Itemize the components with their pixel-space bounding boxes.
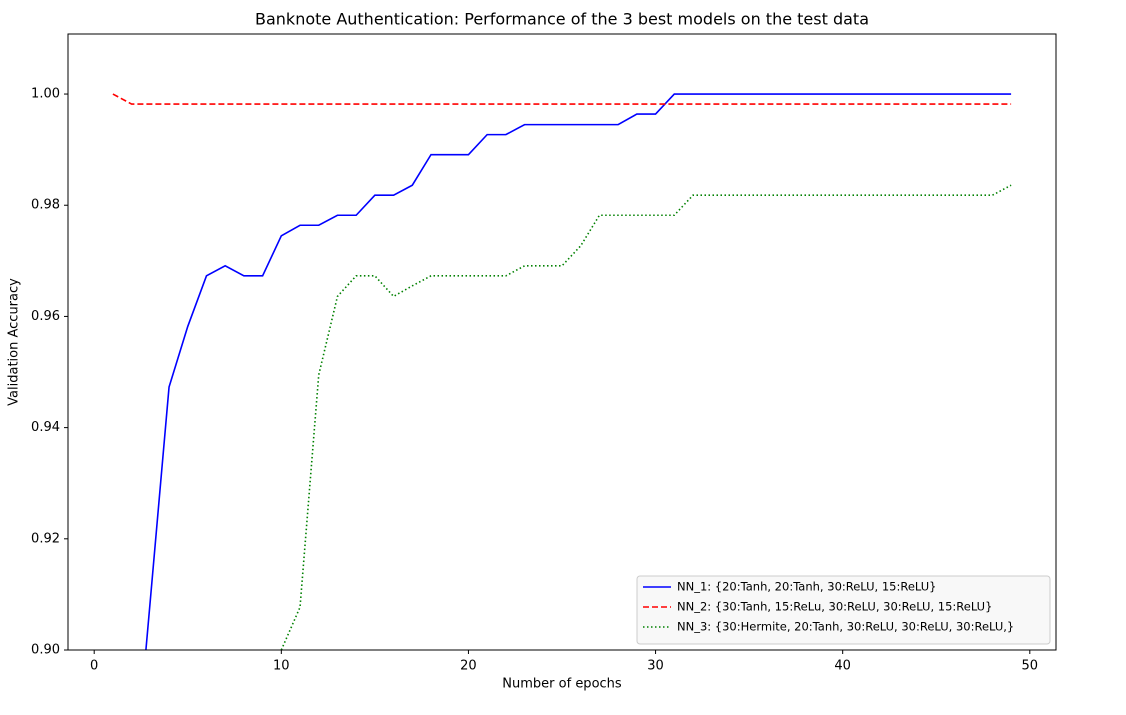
series-line <box>280 184 1012 650</box>
legend-label: NN_1: {20:Tanh, 20:Tanh, 30:ReLU, 15:ReL… <box>677 580 937 594</box>
legend-label: NN_2: {30:Tanh, 15:ReLu, 30:ReLU, 30:ReL… <box>677 600 992 614</box>
chart-title: Banknote Authentication: Performance of … <box>255 10 869 29</box>
y-tick-label: 0.98 <box>31 198 60 213</box>
y-tick-label: 1.00 <box>31 87 60 102</box>
x-axis-label: Number of epochs <box>502 677 622 692</box>
y-tick-label: 0.90 <box>31 643 60 658</box>
x-tick-label: 50 <box>1022 659 1039 674</box>
legend-box <box>636 575 1051 645</box>
legend-label: NN_3: {30:Hermite, 20:Tanh, 30:ReLU, 30:… <box>677 620 1014 634</box>
x-tick-label: 40 <box>834 659 851 674</box>
y-tick-label: 0.92 <box>31 531 60 546</box>
x-tick-label: 30 <box>647 659 664 674</box>
plot-frame <box>67 33 1057 651</box>
legend: NN_1: {20:Tanh, 20:Tanh, 30:ReLU, 15:ReL… <box>636 575 1051 645</box>
series-line <box>112 93 1012 105</box>
x-tick-label: 10 <box>273 659 290 674</box>
x-tick-label: 0 <box>90 659 98 674</box>
series-line <box>145 93 1012 650</box>
x-tick-label: 20 <box>460 659 477 674</box>
y-axis-label: Validation Accuracy <box>7 278 22 406</box>
y-tick-label: 0.96 <box>31 309 60 324</box>
y-tick-label: 0.94 <box>31 420 60 435</box>
